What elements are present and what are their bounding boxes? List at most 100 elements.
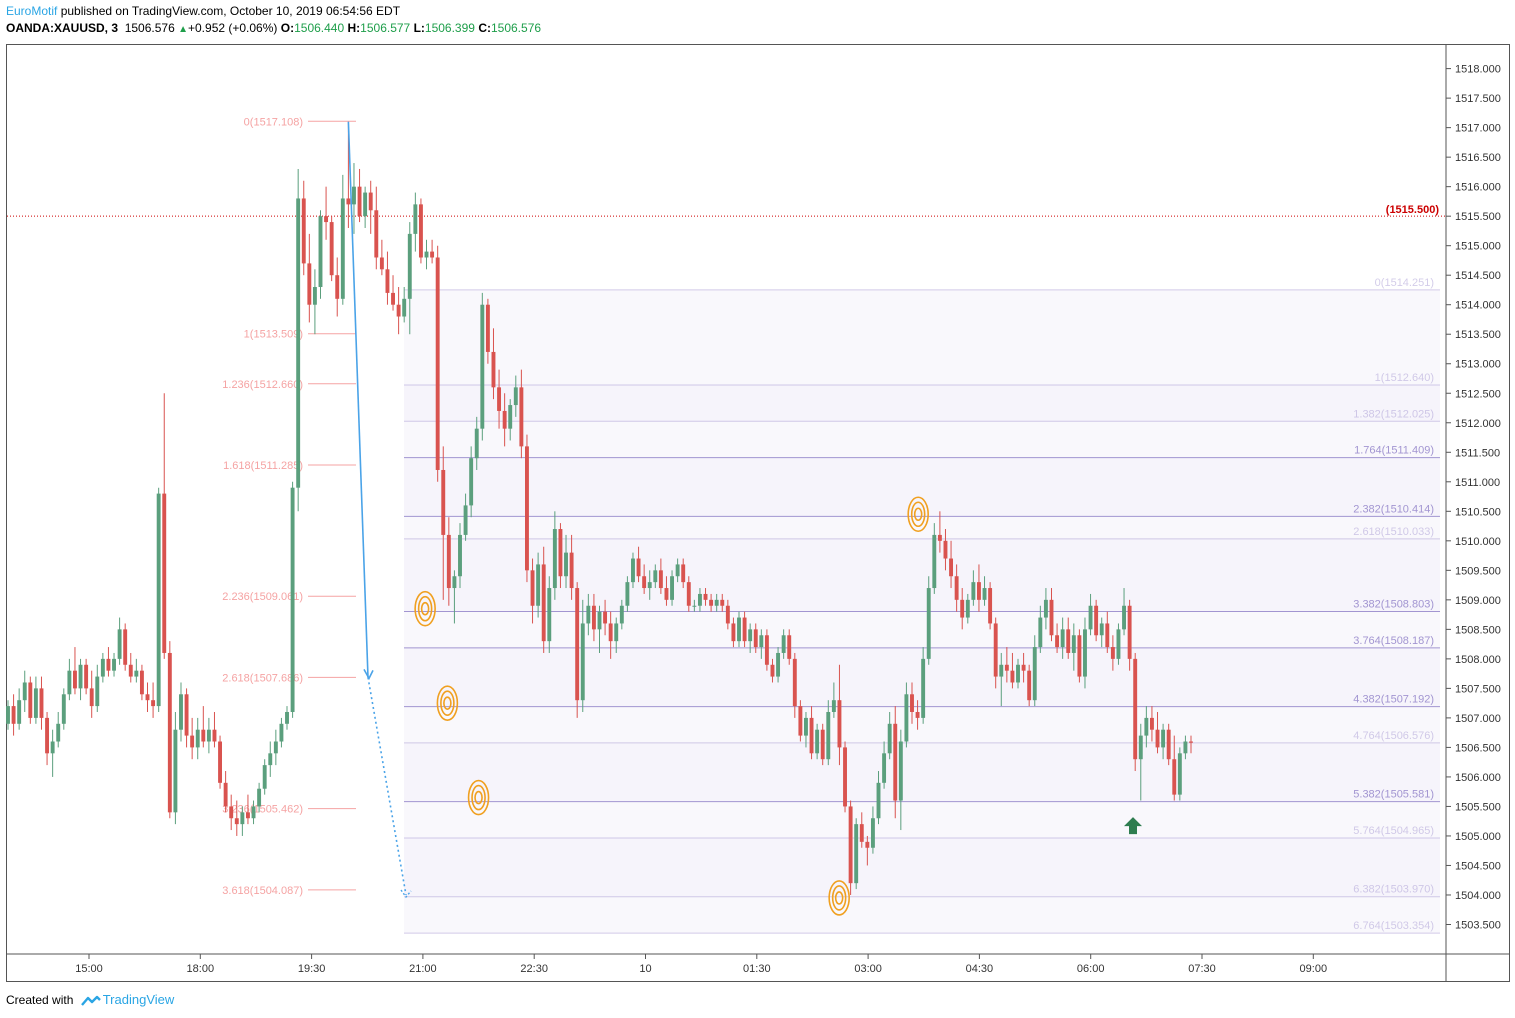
fib-level-label: 3.382(1508.803) xyxy=(1353,598,1434,610)
candle-body xyxy=(1144,717,1149,736)
fib-extension-right[interactable]: 0(1514.251) 1(1512.640) 1.382(1512.025) 1.7… xyxy=(404,277,1440,934)
candle-body xyxy=(915,711,920,718)
candle-body xyxy=(580,623,585,701)
candle xyxy=(329,216,334,282)
fib-extension-left[interactable]: 0(1517.108) 1(1513.509) 1.236(1512.660) 1.6… xyxy=(222,116,356,897)
candle-body xyxy=(497,387,502,411)
candle xyxy=(781,629,786,659)
candle xyxy=(17,688,22,730)
candle xyxy=(190,717,195,760)
candle xyxy=(692,599,697,612)
price-axis[interactable]: 1503.500 1504.000 1504.500 1505.000 1505.500… xyxy=(1446,64,1501,932)
candle xyxy=(268,741,273,777)
candle xyxy=(134,658,139,683)
candle xyxy=(569,534,574,600)
candle xyxy=(418,198,423,264)
candle-body xyxy=(547,588,552,642)
target-marker-icon[interactable] xyxy=(467,779,490,816)
candle-body xyxy=(664,588,669,600)
candle xyxy=(792,652,797,718)
candle-body xyxy=(887,723,892,754)
author-link[interactable]: EuroMotif xyxy=(6,4,58,18)
candle-body xyxy=(870,818,875,848)
candle xyxy=(1155,711,1160,754)
candle-body xyxy=(195,729,200,748)
candle-body xyxy=(597,611,602,630)
candle xyxy=(1189,735,1193,754)
candle-body xyxy=(257,788,262,807)
candle xyxy=(67,658,72,701)
price-tick-label: 1516.500 xyxy=(1455,152,1501,164)
candle-body xyxy=(95,676,100,707)
projection-arrow-line[interactable] xyxy=(347,121,369,678)
candle-body xyxy=(56,723,61,742)
candle xyxy=(759,629,764,659)
candle-body xyxy=(988,588,993,624)
candle-body xyxy=(61,694,66,724)
candle-body xyxy=(279,723,284,742)
candle-body xyxy=(937,534,942,541)
target-marker-icon[interactable] xyxy=(414,590,436,627)
projection-dotted-line[interactable] xyxy=(367,677,407,896)
fib-level-label: 2.236(1509.061) xyxy=(222,591,303,603)
target-marker-icon[interactable] xyxy=(828,880,850,916)
candle-body xyxy=(1049,599,1054,636)
candle-body xyxy=(50,741,55,754)
time-tick-label: 22:30 xyxy=(520,963,548,975)
fib-level-label: 0(1517.108) xyxy=(244,116,303,128)
candle-body xyxy=(831,700,836,712)
candle xyxy=(530,558,535,624)
candle xyxy=(647,570,652,600)
price-tick-label: 1511.500 xyxy=(1455,447,1500,459)
time-axis[interactable]: 15:00 18:00 19:30 21:00 22:30 10 01:30 03:00 04:… xyxy=(75,954,1327,975)
candle xyxy=(848,800,853,895)
time-tick-label: 15:00 xyxy=(75,963,103,975)
candle xyxy=(11,694,16,736)
candle xyxy=(999,652,1004,707)
candle xyxy=(926,576,931,665)
candle-body xyxy=(999,664,1004,677)
fib-level-label: 6.382(1503.970) xyxy=(1353,884,1434,896)
candle-body xyxy=(39,688,44,718)
horizontal-level-label: (1515.500) xyxy=(1386,204,1440,216)
candle-body xyxy=(809,717,814,754)
candle-body xyxy=(1077,635,1082,677)
open-value: 1506.440 xyxy=(294,21,345,35)
candle-body xyxy=(335,275,340,299)
candle xyxy=(631,552,635,589)
chart-frame[interactable] xyxy=(6,44,1510,982)
target-marker-icon[interactable] xyxy=(436,685,459,721)
candle-body xyxy=(407,233,412,299)
candle xyxy=(1071,623,1076,671)
fib-level-label: 4.764(1506.576) xyxy=(1353,730,1434,742)
candle xyxy=(714,593,719,612)
candle-body xyxy=(162,493,167,653)
candle-body xyxy=(352,186,356,205)
candle xyxy=(1149,706,1154,742)
candle xyxy=(976,564,981,612)
candle xyxy=(195,717,200,760)
candle xyxy=(597,605,602,653)
candle-body xyxy=(184,694,189,736)
candle xyxy=(1043,588,1048,630)
candle-body xyxy=(301,198,306,264)
candle-body xyxy=(324,216,329,223)
tradingview-link[interactable]: TradingView xyxy=(102,992,175,1007)
candle-body xyxy=(658,570,663,589)
candle xyxy=(921,647,926,724)
candle xyxy=(6,700,10,730)
candle-body xyxy=(670,576,674,600)
candle xyxy=(480,292,485,441)
price-tick-label: 1509.000 xyxy=(1455,595,1501,607)
candle-body xyxy=(714,599,719,606)
candle-body xyxy=(1071,635,1076,653)
buy-signal-arrow-icon[interactable] xyxy=(1124,817,1142,835)
candle xyxy=(28,676,33,724)
candle-body xyxy=(976,582,981,600)
price-tick-label: 1513.000 xyxy=(1455,359,1501,371)
candle-body xyxy=(502,410,507,429)
target-marker-icon[interactable] xyxy=(907,496,929,533)
candle-body xyxy=(22,682,27,701)
price-tick-label: 1516.000 xyxy=(1455,182,1501,194)
